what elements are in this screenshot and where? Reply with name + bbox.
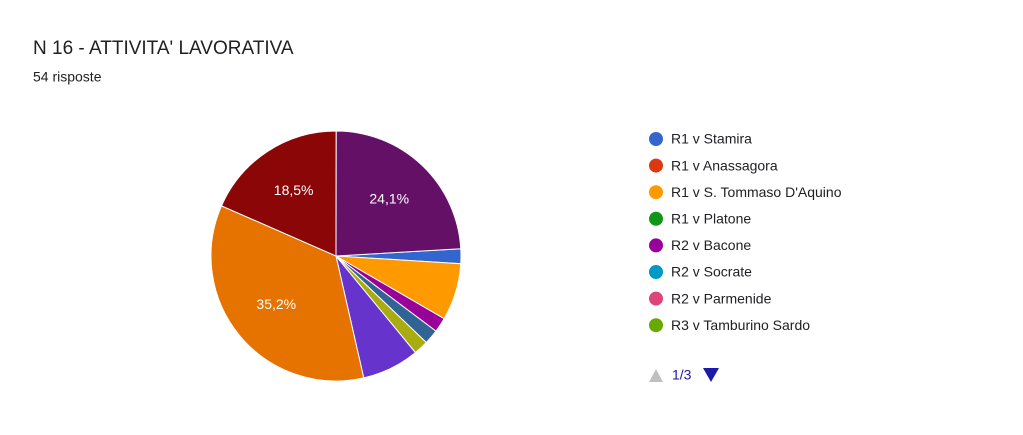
legend-label: R2 v Bacone [671, 237, 751, 253]
legend-label: R1 v Stamira [671, 131, 752, 147]
pie-slice [220, 130, 337, 257]
pager-label: 1/3 [672, 367, 692, 383]
legend-swatch [649, 238, 663, 253]
title: N 16 - ATTIVITA' LAVORATIVA [33, 38, 294, 59]
legend-label: R2 v Socrate [671, 264, 752, 280]
legend-swatch [649, 132, 663, 146]
legend-label: R1 v S. Tommaso D'Aquino [671, 184, 842, 200]
legend-swatch [649, 318, 663, 333]
legend-label: R1 v Platone [671, 211, 751, 227]
slice-label: 18,5% [274, 182, 314, 198]
legend-swatch [649, 158, 663, 173]
slice-label: 35,2% [256, 296, 296, 312]
legend-swatch [649, 211, 663, 226]
legend-label: R3 v Tamburino Sardo [671, 317, 810, 333]
slice-label: 24,1% [369, 190, 409, 206]
pager-next[interactable] [703, 368, 719, 382]
legend-swatch [649, 265, 663, 279]
legend: R1 v Stamira R1 v Anassagora R1 v S. Tomma… [649, 131, 842, 333]
legend-label: R2 v Parmenide [671, 290, 772, 306]
legend-label: R1 v Anassagora [671, 157, 778, 173]
legend-swatch [649, 185, 663, 200]
pie-slice [210, 205, 365, 382]
subtitle: 54 risposte [33, 69, 102, 85]
pie-slice [335, 130, 462, 257]
pager-prev[interactable] [649, 369, 663, 382]
legend-swatch [649, 291, 663, 306]
pie: 35,2% 18,5% 24,1% [210, 130, 462, 382]
